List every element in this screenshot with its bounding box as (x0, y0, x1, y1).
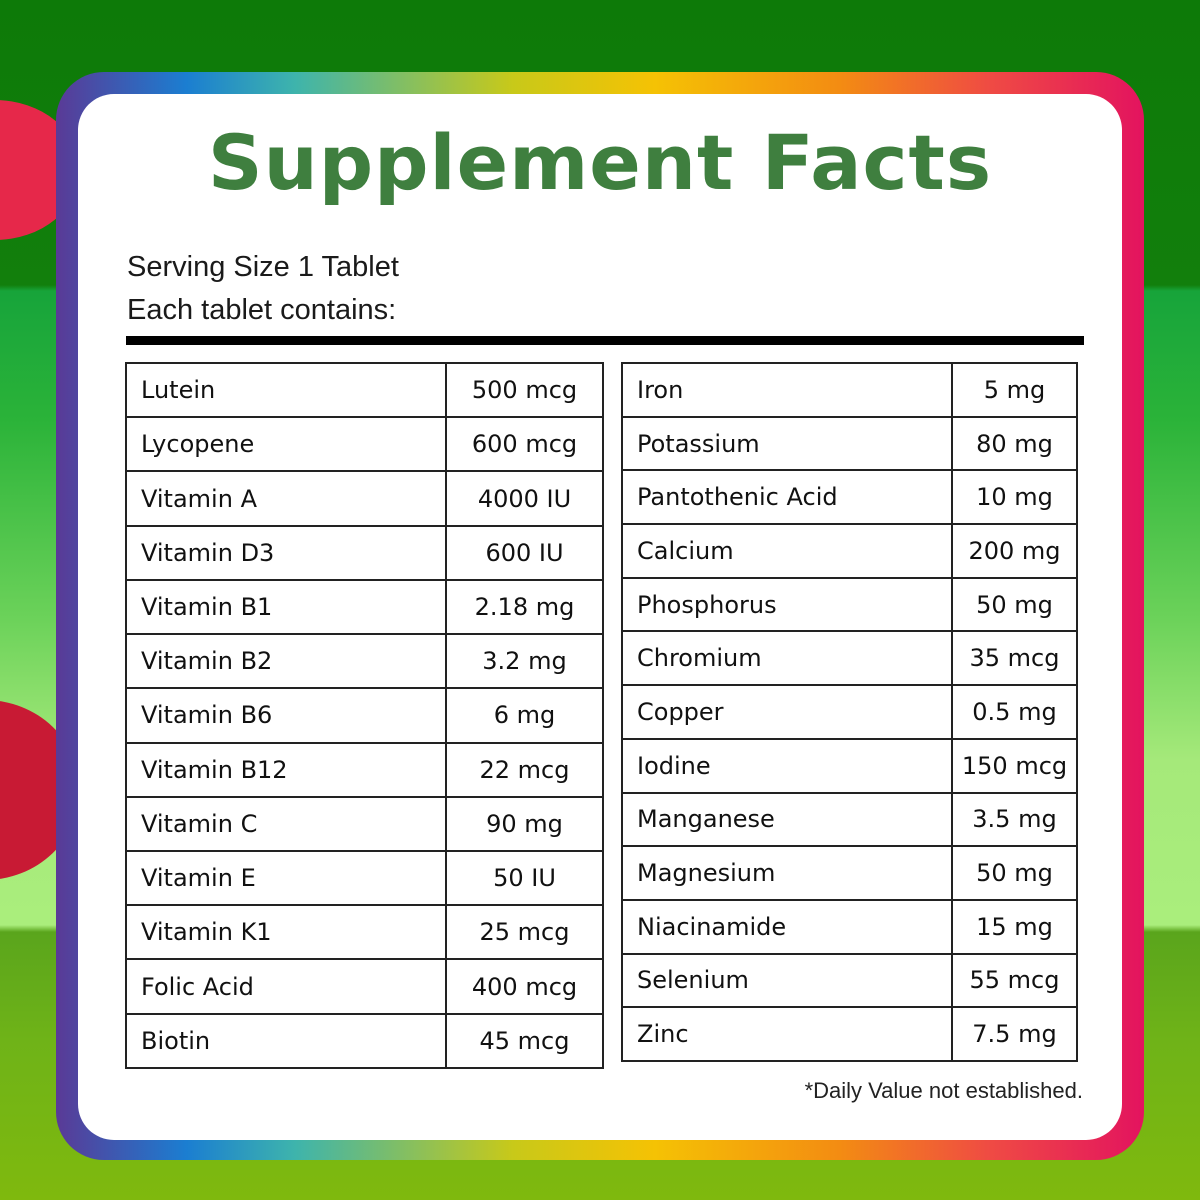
nutrient-amount: 15 mg (951, 898, 1078, 955)
table-row: Magnesium 50 mg (621, 845, 1078, 901)
table-row: Folic Acid 400 mcg (125, 958, 604, 1015)
nutrient-amount: 50 IU (445, 849, 604, 907)
nutrient-amount: 90 mg (445, 795, 604, 852)
nutrient-name: Selenium (621, 952, 953, 1009)
table-row: Calcium 200 mg (621, 523, 1078, 579)
nutrient-amount: 600 mcg (445, 416, 604, 473)
table-row: Iron 5 mg (621, 362, 1078, 418)
nutrient-amount: 80 mg (951, 415, 1078, 472)
nutrient-amount: 6 mg (445, 687, 604, 744)
nutrient-name: Vitamin B1 (125, 578, 447, 636)
nutrient-amount: 2.18 mg (445, 578, 604, 636)
table-row: Vitamin B2 3.2 mg (125, 633, 604, 690)
footnote: *Daily Value not established. (804, 1078, 1083, 1103)
table-row: Vitamin B6 6 mg (125, 687, 604, 744)
table-row: Chromium 35 mcg (621, 630, 1078, 687)
nutrient-amount: 50 mg (951, 576, 1078, 633)
table-row: Niacinamide 15 mg (621, 898, 1078, 955)
nutrient-amount: 600 IU (445, 524, 604, 581)
nutrient-name: Calcium (621, 523, 953, 579)
each-tablet-contains: Each tablet contains: (127, 294, 397, 326)
nutrient-name: Vitamin B6 (125, 687, 447, 744)
nutrient-amount: 10 mg (951, 469, 1078, 526)
table-row: Lycopene 600 mcg (125, 416, 604, 473)
nutrient-amount: 25 mcg (445, 904, 604, 961)
nutrient-name: Phosphorus (621, 576, 953, 633)
nutrient-name: Vitamin K1 (125, 904, 447, 961)
serving-info: Serving Size 1 Tablet Each tablet contai… (127, 246, 399, 332)
table-row: Vitamin C 90 mg (125, 795, 604, 852)
nutrient-name: Copper (621, 684, 953, 740)
nutrient-table-left: Lutein 500 mcg Lycopene 600 mcg Vitamin A 400… (125, 361, 604, 1070)
nutrient-name: Chromium (621, 630, 953, 687)
nutrient-name: Niacinamide (621, 898, 953, 955)
nutrient-name: Pantothenic Acid (621, 469, 953, 526)
nutrient-amount: 22 mcg (445, 741, 604, 798)
divider-rule (126, 336, 1084, 345)
nutrient-name: Iodine (621, 737, 953, 794)
nutrient-name: Lycopene (125, 416, 447, 473)
nutrient-name: Vitamin B2 (125, 633, 447, 690)
nutrient-name: Vitamin B12 (125, 741, 447, 798)
table-row: Selenium 55 mcg (621, 952, 1078, 1009)
nutrient-name: Vitamin C (125, 795, 447, 852)
nutrient-name: Iron (621, 362, 953, 418)
table-row: Vitamin K1 25 mcg (125, 904, 604, 961)
table-row: Vitamin B12 22 mcg (125, 741, 604, 798)
table-row: Potassium 80 mg (621, 415, 1078, 472)
nutrient-amount: 55 mcg (951, 952, 1078, 1009)
table-row: Pantothenic Acid 10 mg (621, 469, 1078, 526)
nutrient-amount: 500 mcg (445, 361, 604, 419)
nutrient-name: Vitamin D3 (125, 524, 447, 581)
nutrient-amount: 4000 IU (445, 470, 604, 527)
table-row: Lutein 500 mcg (125, 361, 604, 419)
nutrient-amount: 3.2 mg (445, 633, 604, 690)
serving-size: Serving Size 1 Tablet (127, 251, 399, 283)
nutrient-amount: 5 mg (951, 362, 1078, 418)
table-row: Phosphorus 50 mg (621, 576, 1078, 633)
table-row: Iodine 150 mcg (621, 737, 1078, 794)
table-row: Biotin 45 mcg (125, 1012, 604, 1070)
nutrient-amount: 0.5 mg (951, 684, 1078, 740)
page-title: Supplement Facts (207, 118, 993, 207)
table-row: Vitamin B1 2.18 mg (125, 578, 604, 636)
nutrient-amount: 7.5 mg (951, 1006, 1078, 1062)
nutrient-name: Vitamin E (125, 849, 447, 907)
table-row: Vitamin D3 600 IU (125, 524, 604, 581)
nutrient-amount: 35 mcg (951, 630, 1078, 687)
nutrient-amount: 50 mg (951, 845, 1078, 901)
nutrient-name: Potassium (621, 415, 953, 472)
nutrient-name: Zinc (621, 1006, 953, 1062)
table-row: Vitamin E 50 IU (125, 849, 604, 907)
nutrient-table-right: Iron 5 mg Potassium 80 mg Pantothenic Acid 10… (621, 362, 1078, 1062)
table-row: Copper 0.5 mg (621, 684, 1078, 740)
nutrient-name: Biotin (125, 1012, 447, 1070)
nutrient-name: Lutein (125, 361, 447, 419)
table-row: Zinc 7.5 mg (621, 1006, 1078, 1062)
nutrient-amount: 3.5 mg (951, 791, 1078, 848)
nutrient-amount: 45 mcg (445, 1012, 604, 1070)
nutrient-name: Manganese (621, 791, 953, 848)
nutrient-amount: 400 mcg (445, 958, 604, 1015)
nutrient-name: Vitamin A (125, 470, 447, 527)
table-row: Vitamin A 4000 IU (125, 470, 604, 527)
table-row: Manganese 3.5 mg (621, 791, 1078, 848)
nutrient-amount: 150 mcg (951, 737, 1078, 794)
nutrient-name: Magnesium (621, 845, 953, 901)
nutrient-amount: 200 mg (951, 523, 1078, 579)
nutrient-name: Folic Acid (125, 958, 447, 1015)
